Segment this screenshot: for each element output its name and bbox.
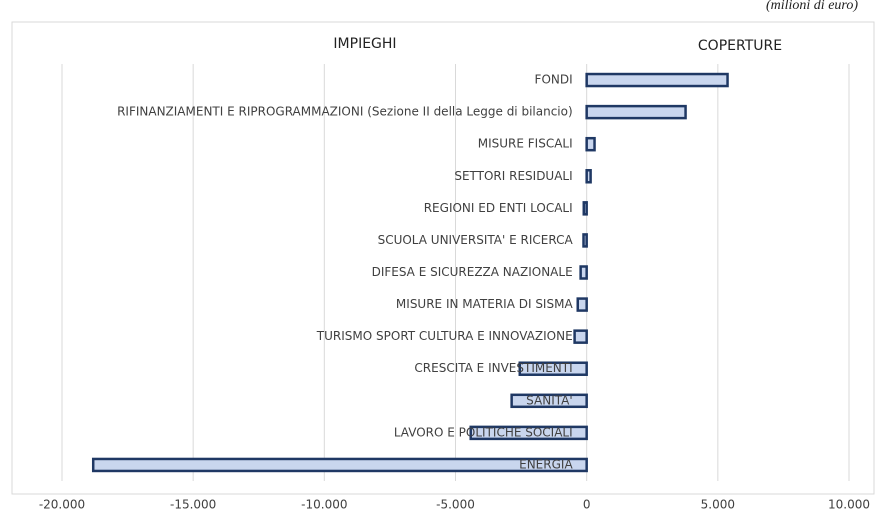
bar xyxy=(469,425,588,441)
x-tick-label: 5.000 xyxy=(701,498,735,512)
x-tick-label: -10.000 xyxy=(301,498,347,512)
category-label: SETTORI RESIDUALI xyxy=(454,169,572,183)
bar xyxy=(585,169,592,184)
unit-note: (milioni di euro) xyxy=(766,0,858,13)
category-label: CRESCITA E INVESTIMENTI xyxy=(414,361,572,375)
x-tick-label: -20.000 xyxy=(39,498,85,512)
bar xyxy=(518,361,588,376)
category-label: ENERGIA xyxy=(519,457,573,471)
bar xyxy=(585,136,596,152)
category-label: FONDI xyxy=(535,73,573,87)
category-label: RIFINANZIAMENTI E RIPROGRAMMAZIONI (Sezi… xyxy=(117,105,573,119)
bar xyxy=(510,393,588,409)
bar xyxy=(582,233,588,248)
bar xyxy=(585,104,687,120)
category-label: MISURE FISCALI xyxy=(478,137,573,151)
category-label: SCUOLA UNIVERSITA' E RICERCA xyxy=(378,233,574,247)
bar xyxy=(576,297,588,312)
x-tick-label: -15.000 xyxy=(170,498,216,512)
category-label: REGIONI ED ENTI LOCALI xyxy=(424,201,573,215)
category-label: TURISMO SPORT CULTURA E INNOVAZIONE xyxy=(316,329,573,343)
x-tick-label: -5.000 xyxy=(436,498,475,512)
bar xyxy=(579,265,588,280)
bar xyxy=(573,329,588,344)
bar xyxy=(582,201,588,216)
right-header: COPERTURE xyxy=(698,38,782,54)
category-label: MISURE IN MATERIA DI SISMA xyxy=(396,297,574,311)
left-header: IMPIEGHI xyxy=(333,36,396,52)
bar xyxy=(91,457,588,473)
category-label: SANITA' xyxy=(526,393,572,407)
x-tick-label: 0 xyxy=(583,498,591,512)
bar xyxy=(585,72,729,88)
category-label: LAVORO E POLITICHE SOCIALI xyxy=(394,425,573,439)
plot-frame xyxy=(11,21,875,495)
x-tick-label: 10.000 xyxy=(828,498,870,512)
category-label: DIFESA E SICUREZZA NAZIONALE xyxy=(372,265,573,279)
